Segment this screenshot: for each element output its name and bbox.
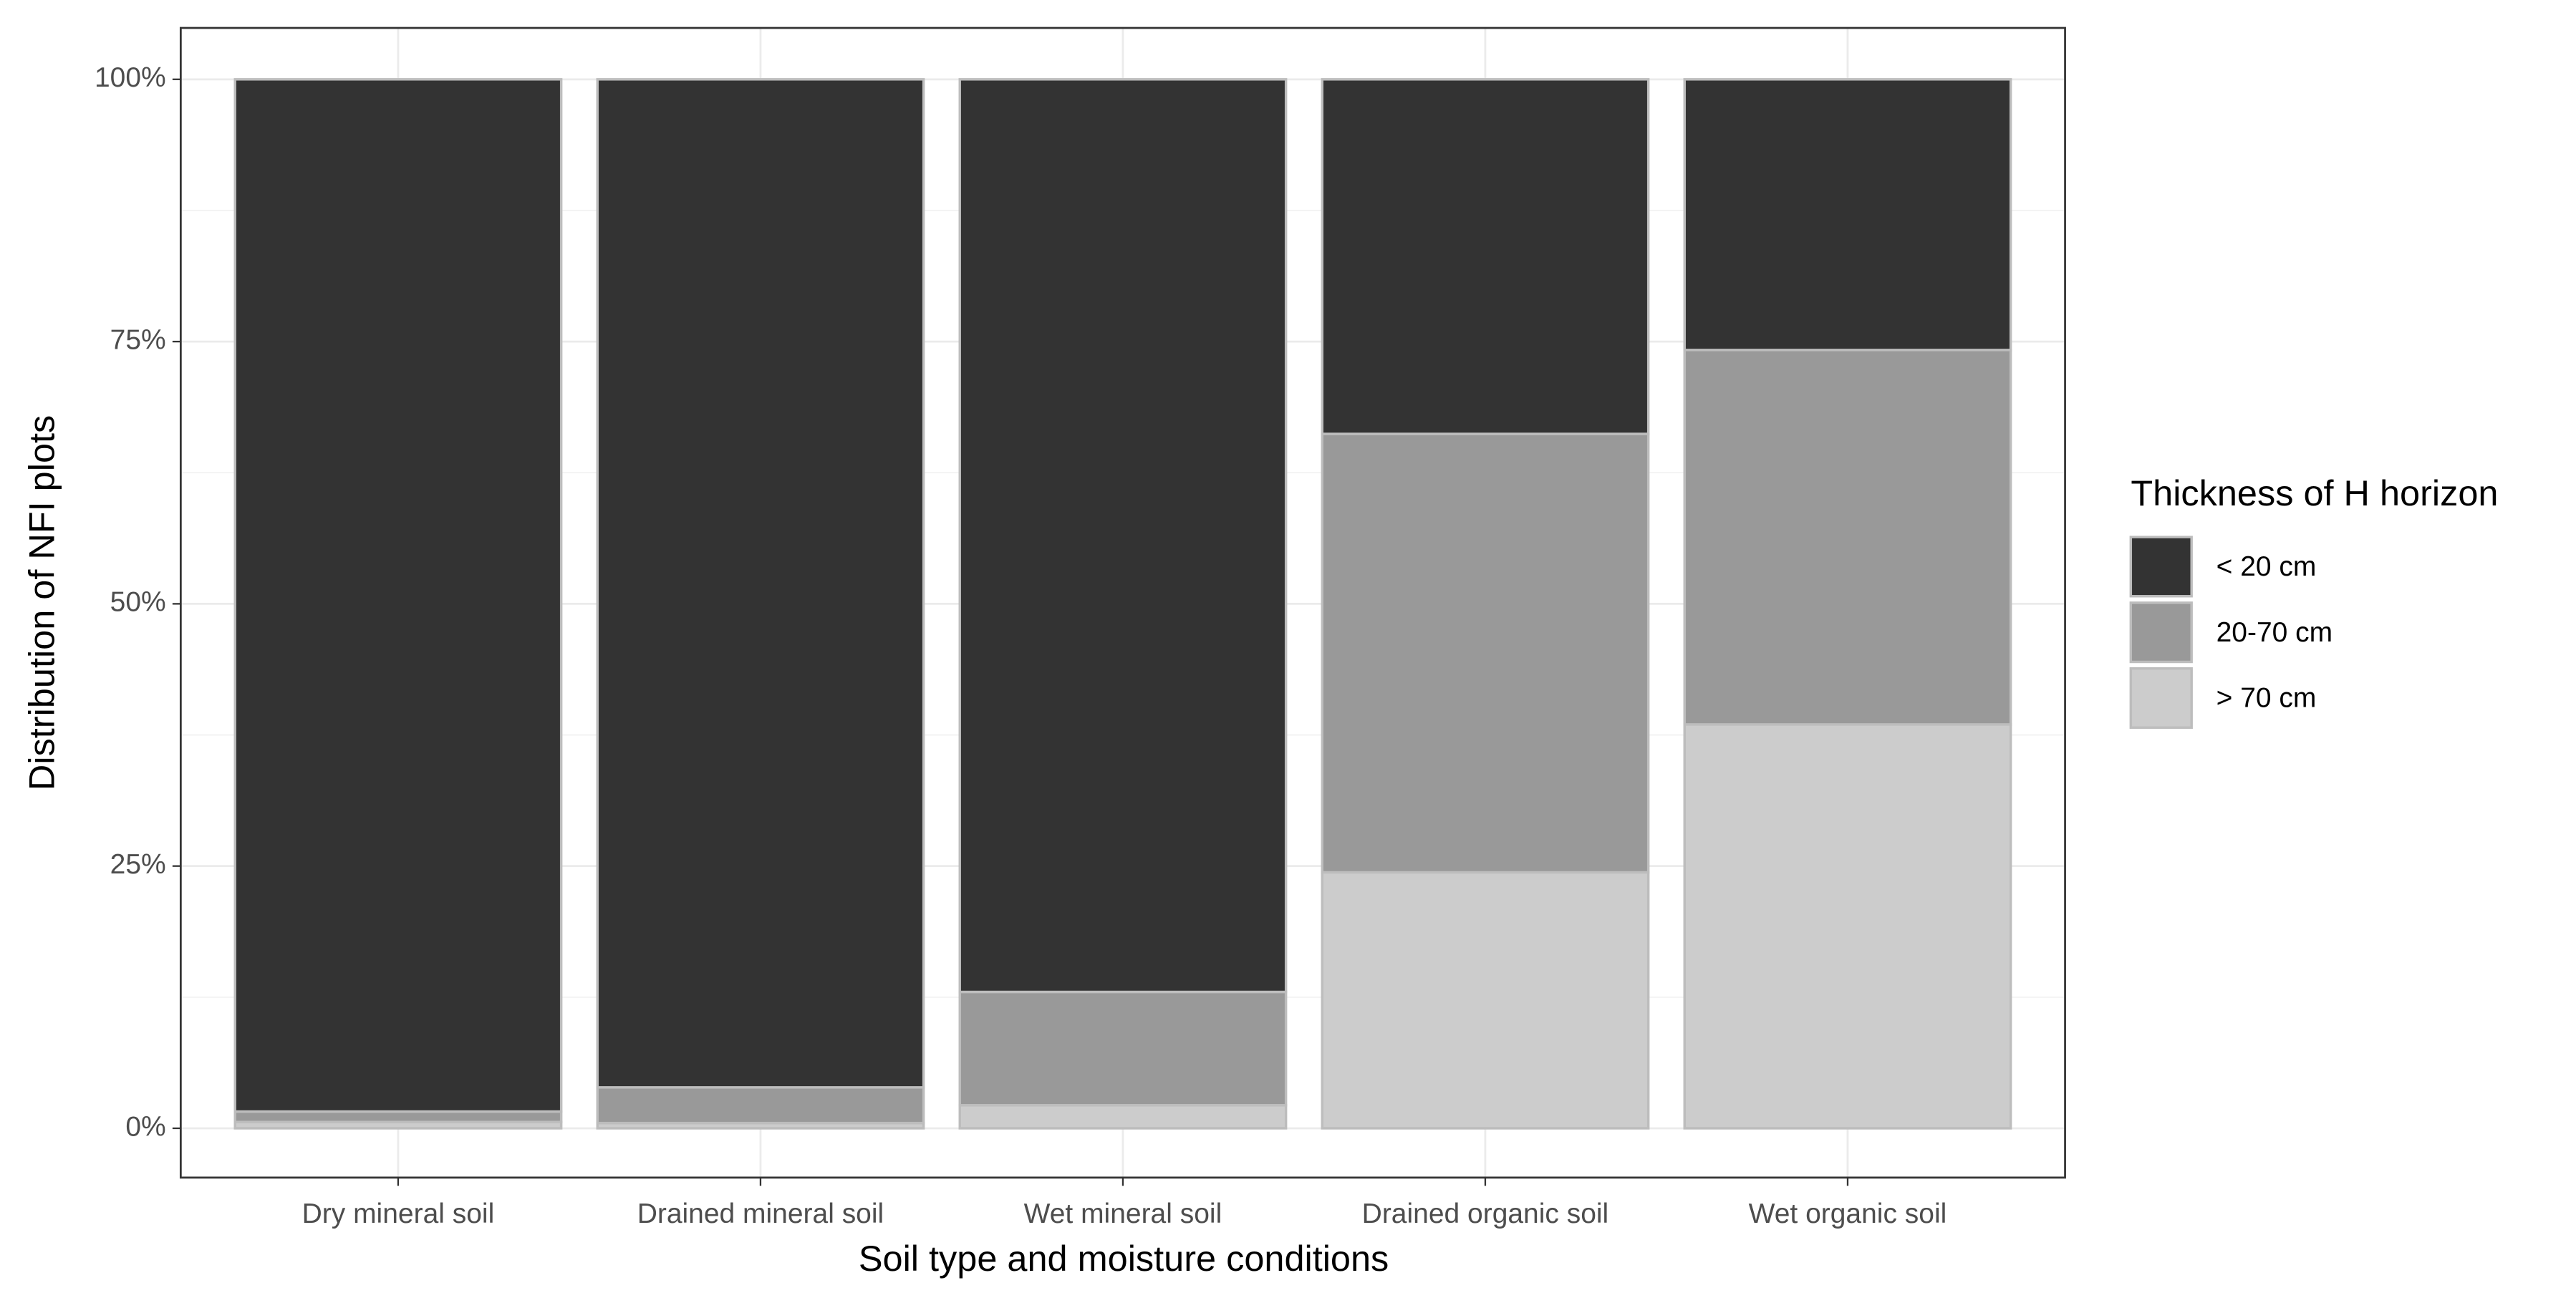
bar-segment: [1321, 871, 1650, 1130]
bar-segment: [1321, 78, 1650, 435]
y-tick-label: 25%: [110, 849, 166, 880]
x-tick-label: Wet mineral soil: [1024, 1198, 1222, 1229]
y-tick-label: 100%: [95, 62, 166, 93]
legend-key: [2129, 667, 2193, 729]
bar-segment: [233, 78, 563, 1113]
bar-segment: [1683, 349, 2012, 726]
legend-label: 20-70 cm: [2216, 617, 2333, 648]
bar-segment: [1683, 723, 2012, 1130]
bar-segment: [958, 1104, 1288, 1130]
legend-title: Thickness of H horizon: [2131, 473, 2498, 513]
x-tick-label: Wet organic soil: [1749, 1198, 1947, 1229]
bar-segment: [1683, 78, 2012, 352]
legend: < 20 cm 20-70 cm > 70 cm: [2129, 536, 2333, 729]
x-tick-label: Dry mineral soil: [302, 1198, 495, 1229]
y-axis-title: Distribution of NFI plots: [21, 415, 62, 790]
bar-segment: [596, 78, 925, 1089]
legend-label: < 20 cm: [2216, 551, 2317, 582]
x-tick-label: Drained mineral soil: [637, 1198, 884, 1229]
bar-segment: [958, 990, 1288, 1107]
x-axis-title: Soil type and moisture conditions: [859, 1238, 1389, 1279]
x-tick-label: Drained organic soil: [1362, 1198, 1609, 1229]
bar-segment: [1321, 432, 1650, 874]
bar-segment: [233, 1110, 563, 1123]
y-tick-label: 50%: [110, 587, 166, 618]
legend-key: [2129, 536, 2193, 598]
y-tick-label: 0%: [125, 1111, 165, 1142]
y-tick-label: 75%: [110, 324, 166, 355]
legend-label: > 70 cm: [2216, 683, 2317, 714]
bar-segment: [958, 78, 1288, 994]
bar-segment: [596, 1086, 925, 1125]
bars: [233, 78, 2012, 1130]
legend-key: [2129, 601, 2193, 664]
